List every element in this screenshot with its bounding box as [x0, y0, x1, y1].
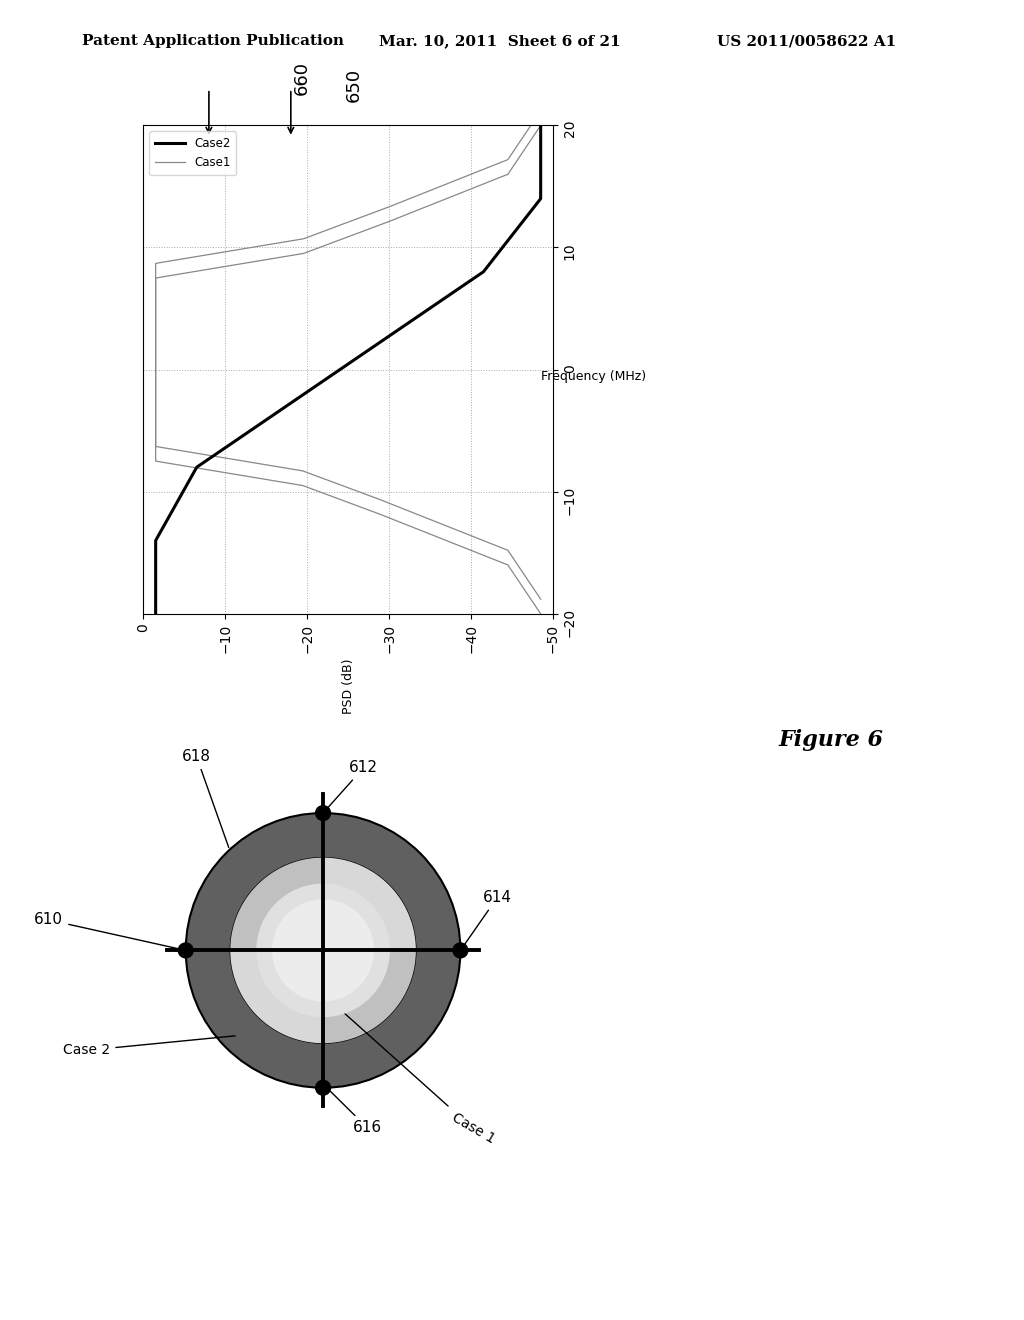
Text: Case 1: Case 1	[344, 1012, 498, 1147]
Circle shape	[185, 813, 461, 1088]
Circle shape	[453, 942, 468, 958]
Text: 660: 660	[293, 61, 311, 95]
Text: 610: 610	[34, 912, 183, 950]
Circle shape	[178, 942, 194, 958]
Text: Patent Application Publication: Patent Application Publication	[82, 34, 344, 49]
Text: Figure 6: Figure 6	[778, 729, 884, 751]
Y-axis label: Frequency (MHz): Frequency (MHz)	[541, 370, 646, 383]
Text: 650: 650	[344, 67, 362, 102]
Circle shape	[315, 805, 331, 821]
Polygon shape	[230, 858, 323, 950]
Polygon shape	[323, 950, 416, 1043]
Polygon shape	[230, 858, 416, 1043]
Polygon shape	[230, 950, 323, 1043]
Text: 612: 612	[325, 760, 378, 810]
Circle shape	[315, 1080, 331, 1096]
Text: Case 2: Case 2	[63, 1036, 236, 1057]
Text: Mar. 10, 2011  Sheet 6 of 21: Mar. 10, 2011 Sheet 6 of 21	[379, 34, 621, 49]
X-axis label: PSD (dB): PSD (dB)	[342, 659, 354, 714]
Circle shape	[230, 858, 416, 1043]
Legend: Case2, Case1: Case2, Case1	[150, 131, 237, 176]
Circle shape	[272, 899, 374, 1002]
Text: 618: 618	[182, 748, 228, 847]
Circle shape	[256, 883, 390, 1018]
Text: 616: 616	[329, 1090, 382, 1135]
Text: US 2011/0058622 A1: US 2011/0058622 A1	[717, 34, 896, 49]
Text: 614: 614	[462, 890, 512, 948]
Polygon shape	[323, 858, 416, 950]
